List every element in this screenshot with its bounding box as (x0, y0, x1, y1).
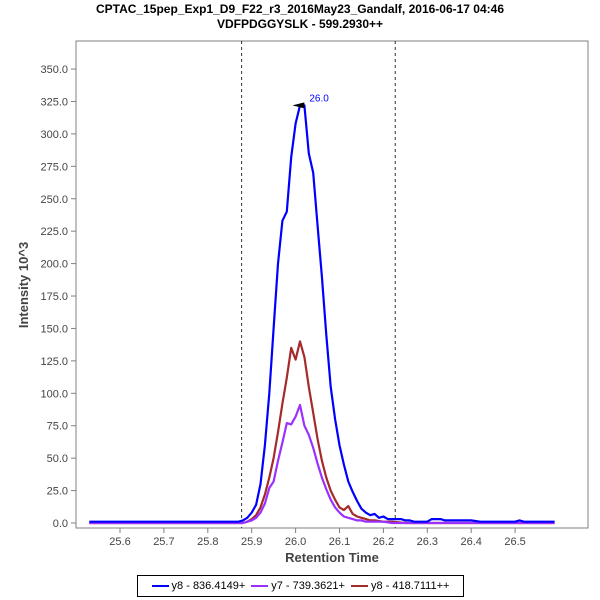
plot-area (75, 40, 589, 529)
x-tick-label: 26.1 (329, 536, 350, 548)
y-tick-label: 75.0 (47, 421, 68, 433)
legend-item-y8-836: y8 - 836.4149+ (151, 580, 246, 592)
y-tick-label: 50.0 (47, 453, 68, 465)
series-line (89, 340, 555, 525)
y-tick-label: 150.0 (40, 323, 68, 335)
y-tick-label: 300.0 (40, 129, 68, 141)
legend-swatch-brown (350, 585, 368, 587)
y-tick-label: 0.0 (53, 518, 68, 530)
chromatogram-plot: 0.0 25.0 50.0 75.0 100.0 125.0 150.0 175.0 200.0… (16, 40, 589, 565)
legend-label: y8 - 418.7111++ (370, 580, 450, 592)
x-tick-label: 25.8 (197, 536, 218, 548)
x-tick-label: 26.4 (460, 536, 481, 548)
y-tick-label: 325.0 (40, 96, 68, 108)
x-tick-label: 26.5 (504, 536, 525, 548)
y-tick-label: 225.0 (40, 226, 68, 238)
y-axis-ticks: 0.0 25.0 50.0 75.0 100.0 125.0 150.0 175.0 200.0… (40, 64, 76, 530)
y-tick-label: 175.0 (40, 291, 68, 303)
x-axis-label: Retention Time (285, 550, 379, 565)
legend-swatch-purple (251, 585, 269, 587)
peak-label: 26.0 (309, 93, 329, 104)
x-tick-label: 26.2 (373, 536, 394, 548)
series-line (89, 403, 555, 525)
series-lines (89, 104, 555, 525)
peak-annotation: 26.0 (292, 93, 329, 109)
y-tick-label: 350.0 (40, 64, 68, 76)
chart-title: CPTAC_15pep_Exp1_D9_F22_r3_2016May23_Gan… (95, 2, 505, 16)
y-tick-label: 100.0 (40, 388, 68, 400)
legend-label: y7 - 739.3621+ (271, 580, 345, 592)
legend: y8 - 836.4149+ y7 - 739.3621+ y8 - 418.7… (137, 575, 464, 597)
x-tick-label: 25.9 (241, 536, 262, 548)
legend-swatch-blue (151, 585, 169, 587)
y-tick-label: 250.0 (40, 194, 68, 206)
y-tick-label: 125.0 (40, 356, 68, 368)
y-tick-label: 25.0 (47, 486, 68, 498)
x-tick-label: 26.3 (417, 536, 438, 548)
x-tick-label: 25.6 (109, 536, 130, 548)
legend-label: y8 - 836.4149+ (171, 580, 246, 592)
y-tick-label: 200.0 (40, 259, 68, 271)
series-line (89, 104, 555, 523)
legend-item-y7-739: y7 - 739.3621+ (251, 580, 345, 592)
y-tick-label: 275.0 (40, 161, 68, 173)
y-axis-label: Intensity 10^3 (16, 242, 31, 328)
x-tick-label: 25.7 (153, 536, 174, 548)
chart-subtitle: VDFPDGGYSLK - 599.2930++ (216, 17, 384, 31)
x-tick-label: 26.0 (285, 536, 306, 548)
x-axis-ticks: 25.6 25.7 25.8 25.9 26.0 26.1 26.2 26.3 26.4 26.5 (109, 528, 526, 548)
legend-item-y8-418: y8 - 418.7111++ (350, 580, 450, 592)
peak-marker-icon (292, 102, 305, 109)
